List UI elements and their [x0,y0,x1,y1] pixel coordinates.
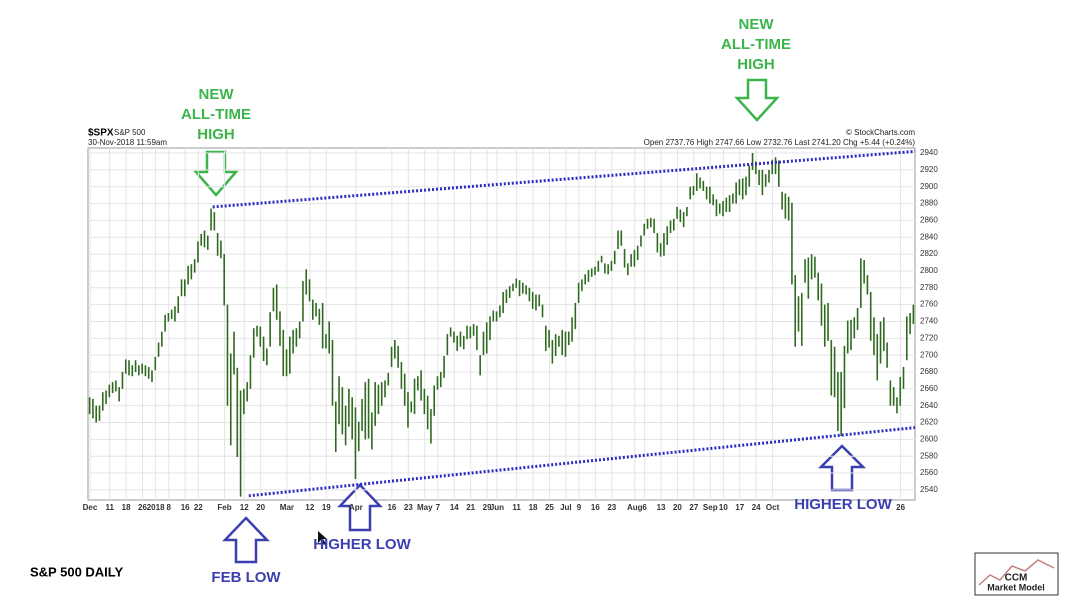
x-tick-label: Jul [560,503,572,512]
x-tick-label: 26 [138,503,147,512]
y-tick-label: 2800 [920,266,938,275]
annotation: ALL-TIME [181,106,251,123]
arrow [222,516,270,564]
annotation: FEB LOW [211,569,281,586]
x-tick-label: 20 [673,503,682,512]
y-tick-label: 2700 [920,350,938,359]
trend-line [212,149,916,209]
x-tick-label: Mar [280,503,294,512]
x-tick-label: 13 [657,503,666,512]
x-tick-label: Aug [627,503,643,512]
annotation: HIGHER LOW [794,496,892,513]
annotation: NEW [739,16,775,33]
symbol-name: S&P 500 [114,128,146,137]
annotation: HIGH [737,56,775,73]
y-tick-label: 2660 [920,384,938,393]
x-tick-label: 11 [512,503,521,512]
x-tick-label: May [417,503,433,512]
x-tick-label: 11 [105,503,114,512]
x-tick-label: Apr [349,503,363,512]
x-tick-label: Jun [490,503,504,512]
x-tick-label: 16 [591,503,600,512]
x-tick-label: 21 [466,503,475,512]
x-tick-label: 10 [719,503,728,512]
y-tick-label: 2580 [920,451,938,460]
logo-text: Market Model [987,582,1045,592]
annotation: HIGH [197,126,235,143]
x-tick-label: 18 [122,503,131,512]
logo: CCM Market Model [974,552,1059,596]
arrow [734,78,780,122]
y-tick-label: 2540 [920,485,938,494]
x-tick-label: 18 [529,503,538,512]
x-tick-label: 23 [607,503,616,512]
x-tick-label: 7 [436,503,441,512]
grid [88,148,915,500]
symbol: $SPX [88,128,114,139]
y-tick-label: 2680 [920,367,938,376]
y-tick-label: 2940 [920,148,938,157]
x-tick-label: 12 [240,503,249,512]
y-tick-label: 2920 [920,165,938,174]
x-tick-label: 29 [483,503,492,512]
x-tick-label: 24 [752,503,761,512]
x-tick-label: 16 [387,503,396,512]
arrow [337,483,383,532]
x-tick-label: 2018 [147,503,165,512]
y-tick-label: 2620 [920,418,938,427]
x-tick-label: 9 [577,503,582,512]
source: © StockCharts.com [846,128,915,137]
logo-box [974,552,1059,596]
y-tick-label: 2880 [920,199,938,208]
x-tick-label: 20 [256,503,265,512]
annotation: HIGHER LOW [313,536,411,553]
cursor [318,531,327,545]
x-tick-label: 17 [735,503,744,512]
x-tick-label: 12 [305,503,314,512]
plot-area [87,147,916,501]
annotation: ALL-TIME [721,36,791,53]
y-tick-label: 2860 [920,216,938,225]
y-tick-label: 2640 [920,401,938,410]
logo-text: CCM [1005,573,1028,584]
x-tick-label: 16 [181,503,190,512]
y-tick-label: 2900 [920,182,938,191]
logo-graph [978,559,1055,586]
y-tick-label: 2740 [920,317,938,326]
timestamp: 30-Nov-2018 11:59am [88,138,167,147]
x-tick-label: Dec [83,503,98,512]
x-tick-label: 14 [450,503,459,512]
x-tick-label: 23 [404,503,413,512]
x-tick-label: 27 [689,503,698,512]
y-tick-label: 2560 [920,468,938,477]
x-tick-label: Sep [703,503,718,512]
x-tick-label: Oct [766,503,780,512]
x-tick-label: 22 [194,503,203,512]
y-tick-label: 2820 [920,249,938,258]
x-tick-label: 25 [545,503,554,512]
y-tick-label: 2840 [920,232,938,241]
y-tick-label: 2780 [920,283,938,292]
x-tick-label: Feb [217,503,231,512]
annotation: NEW [199,86,235,103]
y-tick-label: 2760 [920,300,938,309]
quote: Open 2737.76 High 2747.66 Low 2732.76 La… [644,138,916,147]
y-tick-label: 2600 [920,434,938,443]
caption: S&P 500 DAILY [30,564,124,579]
x-tick-label: 26 [896,503,905,512]
x-tick-label: 6 [642,503,647,512]
y-tick-label: 2720 [920,333,938,342]
x-tick-label: 19 [322,503,331,512]
x-tick-label: 8 [167,503,172,512]
